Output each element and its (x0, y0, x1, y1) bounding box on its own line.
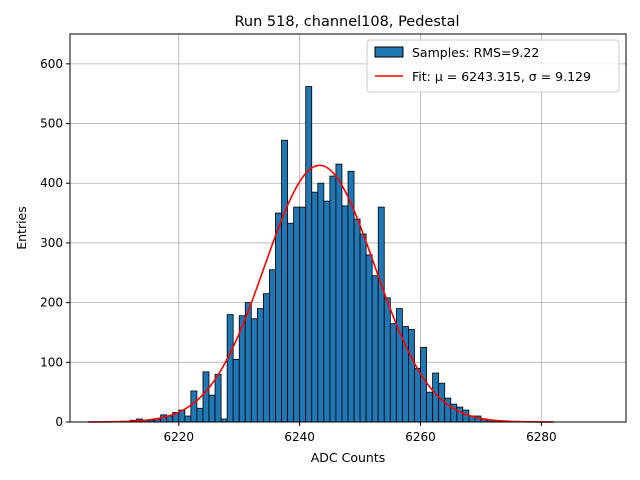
histogram-bar (202, 371, 210, 423)
histogram-bar (432, 372, 440, 423)
histogram-bar (359, 233, 367, 423)
histogram-bar (377, 206, 385, 423)
histogram-bar (232, 358, 240, 423)
histogram-bar (365, 254, 373, 423)
y-tick-label: 400 (40, 176, 63, 190)
histogram-bar (323, 200, 331, 423)
histogram-bar (287, 222, 295, 423)
y-tick-label: 100 (40, 355, 63, 369)
x-tick-label: 6220 (164, 430, 195, 444)
chart-title: Run 518, channel108, Pedestal (234, 14, 459, 30)
histogram-bar (196, 407, 204, 423)
y-tick-label: 0 (55, 415, 63, 429)
fit-curve (88, 164, 554, 423)
y-tick-label: 300 (40, 236, 63, 250)
histogram-bar (250, 318, 258, 423)
histogram-bar (256, 308, 264, 423)
histogram-bar (311, 191, 319, 423)
legend-bar-swatch (374, 46, 404, 58)
histogram-bar (456, 406, 464, 423)
histogram-bar (184, 415, 192, 423)
histogram-bar (426, 391, 434, 423)
histogram-bar (329, 175, 337, 423)
plot-frame (69, 33, 627, 423)
histogram-bar (244, 302, 252, 423)
histogram-bar (208, 394, 216, 423)
y-tick-label: 500 (40, 117, 63, 131)
legend-label-fit: Fit: μ = 6243.315, σ = 9.129 (412, 69, 591, 84)
x-axis-label: ADC Counts (311, 450, 386, 465)
histogram-bar (408, 329, 415, 423)
legend-label-samples: Samples: RMS=9.22 (412, 45, 539, 60)
y-tick-label: 600 (40, 57, 63, 71)
x-tick-label: 6260 (405, 430, 436, 444)
histogram-bar (420, 346, 427, 423)
histogram-bar (462, 409, 470, 423)
histogram-bar (389, 323, 397, 423)
histogram-bar (383, 297, 391, 423)
y-axis-label: Entries (14, 206, 29, 250)
histogram-bar (335, 163, 343, 423)
histogram-bar (190, 390, 198, 423)
axis-ticks: 6220 6240 6260 6280 0 100 200 300 400 500 600 (40, 57, 557, 444)
histogram-bar (341, 205, 349, 423)
histogram-bar (214, 373, 222, 423)
x-tick-label: 6240 (284, 430, 315, 444)
histogram-bar (353, 218, 361, 423)
histogram-bar (269, 269, 276, 423)
histogram-bar (293, 206, 301, 423)
legend: Samples: RMS=9.22 Fit: μ = 6243.315, σ =… (366, 39, 620, 93)
histogram-bar (275, 212, 282, 423)
histogram-bar (299, 206, 307, 423)
histogram-bar (317, 182, 325, 423)
histogram-bar (444, 397, 452, 423)
histogram-bar (371, 275, 379, 423)
histogram-bar (226, 314, 234, 423)
histogram-bar (305, 86, 313, 423)
x-tick-label: 6280 (526, 430, 557, 444)
histogram-bar (281, 139, 288, 423)
legend-box (366, 39, 620, 93)
histogram-bar (262, 293, 270, 423)
y-tick-label: 200 (40, 296, 63, 310)
histogram-bar (414, 367, 421, 423)
histogram-bar (438, 382, 446, 423)
